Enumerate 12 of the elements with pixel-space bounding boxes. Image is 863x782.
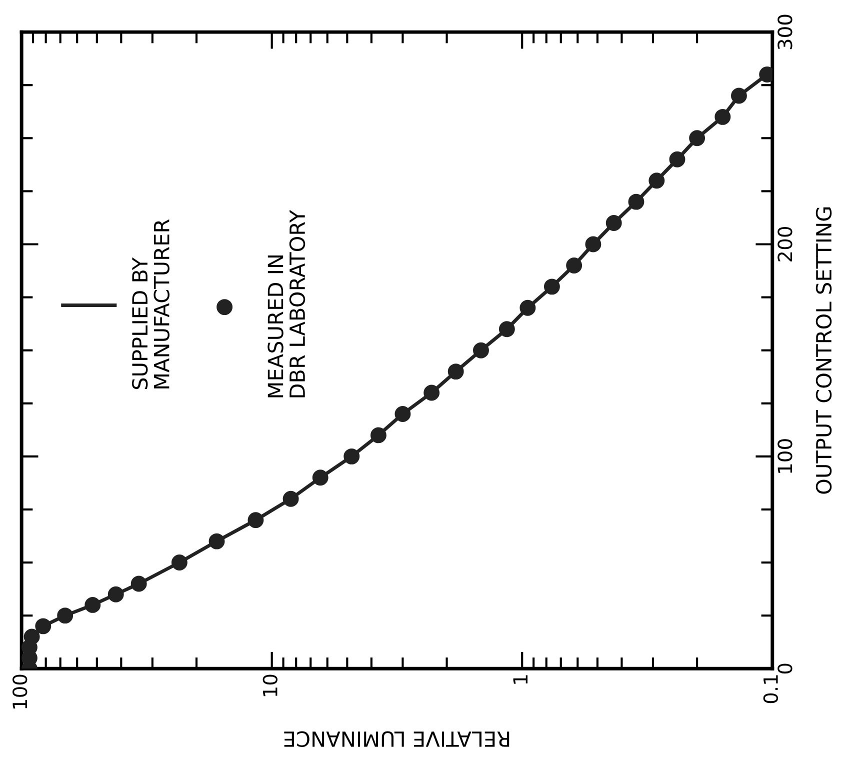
- legend-label: SUPPLIED BY MANUFACTURER: [132, 219, 170, 390]
- y-tick-label: 300: [778, 14, 792, 50]
- y-axis-title: OUTPUT CONTROL SETTING: [816, 207, 832, 494]
- legend-label: MEASURED IN DBR LABORATORY: [268, 210, 306, 398]
- x-tick-label: 10: [262, 674, 278, 696]
- y-tick-label: 200: [778, 226, 792, 262]
- x-tick-label: 1: [513, 675, 528, 684]
- x-tick-label: 100: [12, 674, 28, 708]
- x-tick-label: 0.1: [763, 675, 778, 704]
- y-tick-label: 0: [778, 664, 792, 674]
- y-tick-label: 100: [778, 439, 792, 473]
- x-axis-title: RELATIVE LUMINANCE: [284, 731, 510, 748]
